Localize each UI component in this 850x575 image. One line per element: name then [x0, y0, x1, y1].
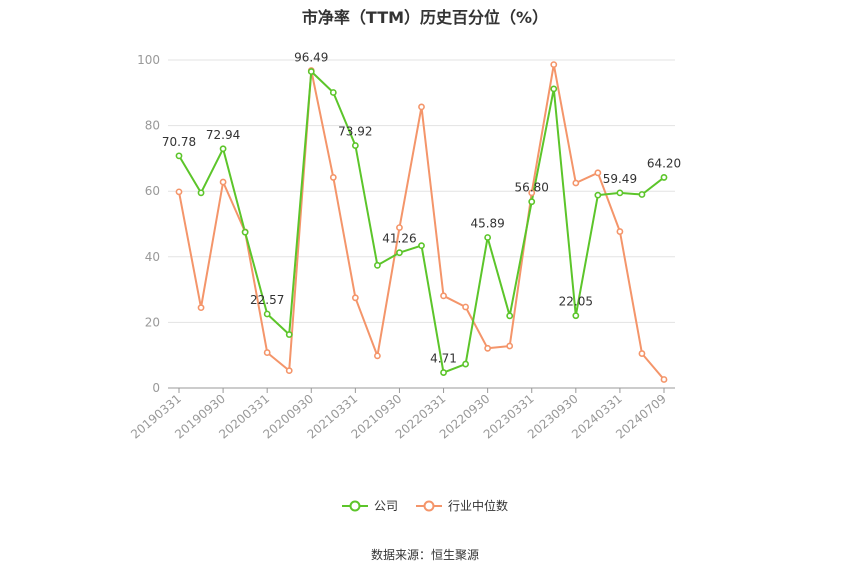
data-point-industry: [285, 367, 293, 375]
data-point-company: [550, 85, 558, 93]
data-point-industry: [329, 174, 337, 181]
chart-title: 市净率（TTM）历史百分位（%）: [301, 8, 549, 27]
data-point-industry: [374, 352, 381, 360]
data-point-company: [175, 152, 183, 160]
data-label-company: 45.89: [470, 216, 504, 230]
data-label-company: 72.94: [206, 128, 240, 142]
series-line-industry: [178, 63, 665, 381]
y-tick-label: 0: [152, 381, 160, 395]
data-point-company: [440, 369, 447, 376]
data-label-company: 64.20: [647, 156, 681, 170]
chart-legend: 公司 行业中位数: [0, 497, 850, 514]
data-point-company: [594, 191, 602, 199]
data-point-company: [396, 249, 403, 257]
data-point-industry: [638, 350, 646, 357]
data-label-company: 59.49: [603, 172, 637, 186]
data-label-company: 4.71: [430, 352, 457, 366]
data-point-industry: [351, 294, 359, 302]
data-point-company: [197, 189, 205, 197]
data-point-industry: [418, 103, 425, 111]
data-label-company: 56.80: [515, 181, 549, 195]
data-point-company: [572, 312, 580, 320]
legend-item-company[interactable]: 公司: [341, 497, 398, 514]
data-point-industry: [263, 349, 271, 356]
data-point-company: [418, 242, 425, 250]
legend-item-industry[interactable]: 行业中位数: [416, 497, 508, 514]
data-point-company: [263, 310, 271, 318]
data-point-industry: [197, 304, 205, 312]
data-point-industry: [396, 224, 403, 232]
data-label-company: 22.05: [559, 295, 593, 309]
data-label-company: 22.57: [250, 293, 284, 307]
y-tick-label: 20: [145, 315, 160, 329]
data-point-company: [241, 228, 249, 236]
data-label-company: 41.26: [382, 232, 416, 246]
data-source: 数据来源：恒生聚源: [370, 548, 479, 562]
data-point-industry: [175, 188, 183, 196]
data-label-company: 96.49: [294, 51, 328, 65]
data-point-company: [616, 189, 624, 197]
data-point-company: [219, 145, 227, 153]
data-point-industry: [484, 344, 492, 352]
y-tick-label: 60: [145, 184, 160, 198]
data-point-industry: [550, 61, 558, 68]
data-point-industry: [506, 342, 514, 350]
data-point-company: [528, 198, 536, 206]
data-point-industry: [440, 292, 447, 300]
data-point-industry: [660, 376, 668, 383]
data-point-company: [374, 261, 381, 269]
legend-marker-industry: [416, 500, 442, 511]
y-tick-label: 40: [145, 250, 160, 264]
data-point-industry: [462, 303, 469, 311]
data-label-company: 73.92: [338, 125, 372, 139]
y-tick-label: 100: [137, 53, 160, 67]
data-point-company: [638, 191, 646, 198]
legend-label-industry: 行业中位数: [448, 499, 509, 513]
data-point-industry: [572, 179, 580, 187]
series-line-company: [178, 70, 665, 374]
data-label-company: 70.78: [162, 135, 196, 149]
data-point-company: [462, 360, 469, 368]
data-point-company: [329, 89, 337, 96]
data-point-industry: [528, 189, 536, 197]
y-tick-label: 80: [145, 119, 160, 133]
data-point-company: [506, 312, 514, 320]
data-point-company: [660, 174, 668, 181]
data-point-company: [351, 142, 359, 149]
legend-marker-company: [341, 500, 368, 511]
data-point-company: [285, 331, 293, 338]
data-point-industry: [594, 169, 602, 177]
data-point-company: [307, 68, 315, 75]
data-point-industry: [219, 178, 227, 186]
legend-label-company: 公司: [373, 499, 398, 513]
data-point-industry: [616, 228, 624, 235]
data-point-company: [484, 234, 492, 241]
